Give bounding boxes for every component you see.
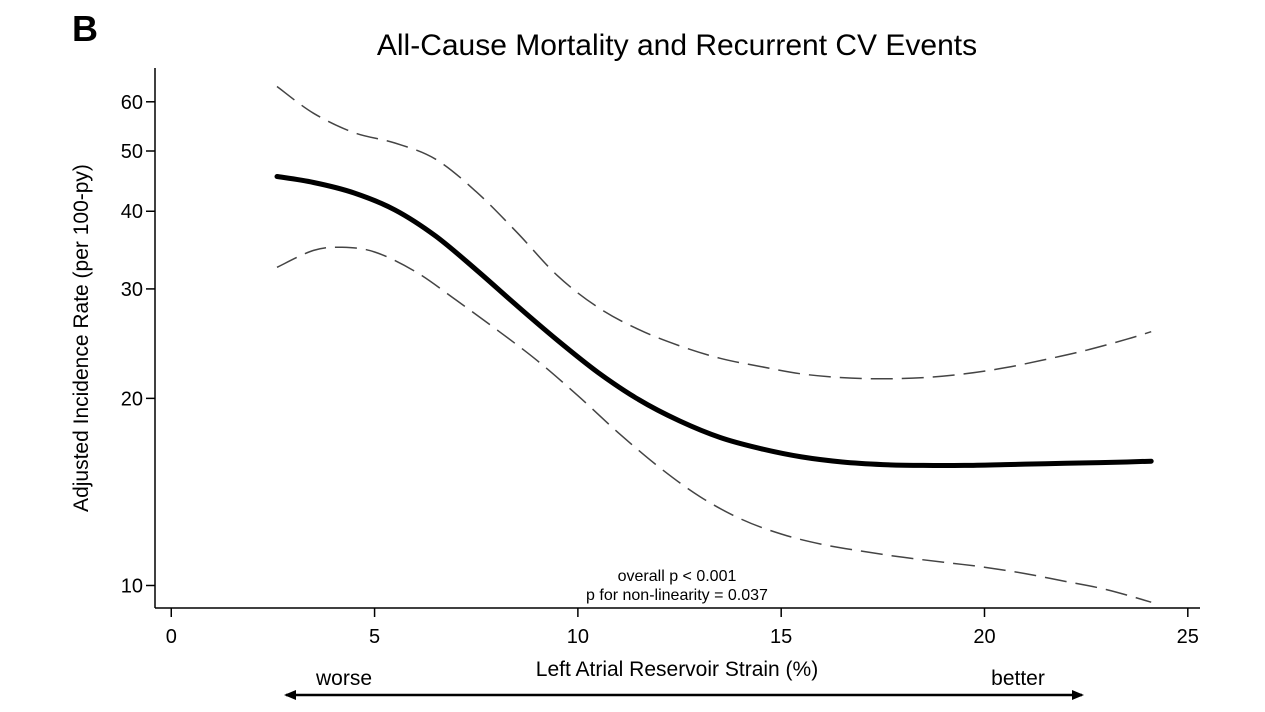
y-tick-label: 60	[121, 92, 143, 114]
annotation-nonlinearity-p: p for non-linearity = 0.037	[586, 587, 768, 604]
x-axis-label: Left Atrial Reservoir Strain (%)	[536, 658, 818, 681]
y-tick-label: 10	[121, 575, 143, 597]
x-tick-label: 15	[770, 626, 792, 648]
x-tick-label: 20	[973, 626, 995, 648]
x-tick-label: 10	[567, 626, 589, 648]
y-tick-label: 20	[121, 388, 143, 410]
y-tick-label: 50	[121, 141, 143, 163]
y-ticks: 10 20 30 40 50 60	[121, 92, 155, 597]
y-axis-label: Adjusted Incidence Rate (per 100-py)	[70, 164, 93, 512]
direction-label-worse: worse	[315, 667, 372, 690]
y-tick-label: 40	[121, 201, 143, 223]
series-line-estimate	[274, 174, 1154, 469]
x-ticks: 0 5 10 15 20 25	[166, 608, 1199, 648]
series-group	[274, 85, 1154, 603]
direction-label-better: better	[991, 667, 1045, 690]
series-line-lower-ci	[276, 246, 1152, 603]
panel-label: B	[72, 8, 98, 49]
annotation-overall-p: overall p < 0.001	[618, 568, 737, 585]
y-tick-label: 30	[121, 279, 143, 301]
x-tick-label: 25	[1177, 626, 1199, 648]
chart-title: All-Cause Mortality and Recurrent CV Eve…	[377, 29, 977, 62]
x-tick-label: 0	[166, 626, 177, 648]
x-tick-label: 5	[369, 626, 380, 648]
series-line-upper-ci	[276, 85, 1152, 380]
